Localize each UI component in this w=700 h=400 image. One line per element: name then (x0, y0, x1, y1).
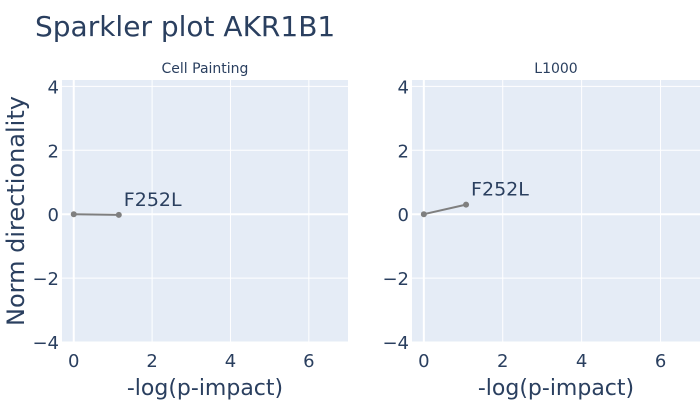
x-tick-label: 0 (418, 351, 429, 372)
y-axis-label: Norm directionality (2, 96, 30, 326)
y-tick-label: −4 (32, 333, 59, 354)
data-point (115, 211, 122, 218)
point-label: F252L (124, 189, 182, 211)
x-axis-label: -log(p-impact) (478, 376, 634, 400)
x-tick-label: 2 (497, 351, 508, 372)
y-tick-label: −2 (32, 269, 59, 290)
x-axis-label: -log(p-impact) (127, 376, 283, 400)
data-point (70, 211, 77, 218)
plot-area (62, 80, 348, 342)
y-tick-label: 0 (48, 205, 59, 226)
data-point (463, 201, 470, 208)
y-tick-label: −2 (382, 269, 409, 290)
y-tick-label: 4 (48, 77, 59, 98)
point-label: F252L (471, 179, 529, 201)
x-tick-label: 6 (655, 351, 666, 372)
series-line (423, 203, 467, 216)
y-tick-label: −4 (382, 333, 409, 354)
x-tick-label: 4 (576, 351, 587, 372)
panel-2: 0 2 4 6 −4 −2 0 2 4 L1000 -log(p-impact) F252L (382, 61, 700, 400)
x-tick-label: 0 (68, 351, 79, 372)
y-tick-label: 2 (398, 141, 409, 162)
x-tick-label: 6 (303, 351, 314, 372)
y-tick-label: 2 (48, 141, 59, 162)
x-tick-label: 2 (146, 351, 157, 372)
data-point (420, 211, 427, 218)
plot-area (412, 80, 700, 342)
subplot-title: L1000 (534, 61, 577, 77)
y-tick-label: 0 (398, 205, 409, 226)
panel-1: 0 2 4 6 −4 −2 0 2 4 Cell Painting -log(p-impact) F2… (32, 61, 348, 400)
chart-title: Sparkler plot AKR1B1 (35, 10, 336, 43)
series-line (73, 213, 119, 216)
x-tick-label: 4 (225, 351, 236, 372)
y-tick-label: 4 (398, 77, 409, 98)
subplot-title: Cell Painting (162, 61, 249, 77)
